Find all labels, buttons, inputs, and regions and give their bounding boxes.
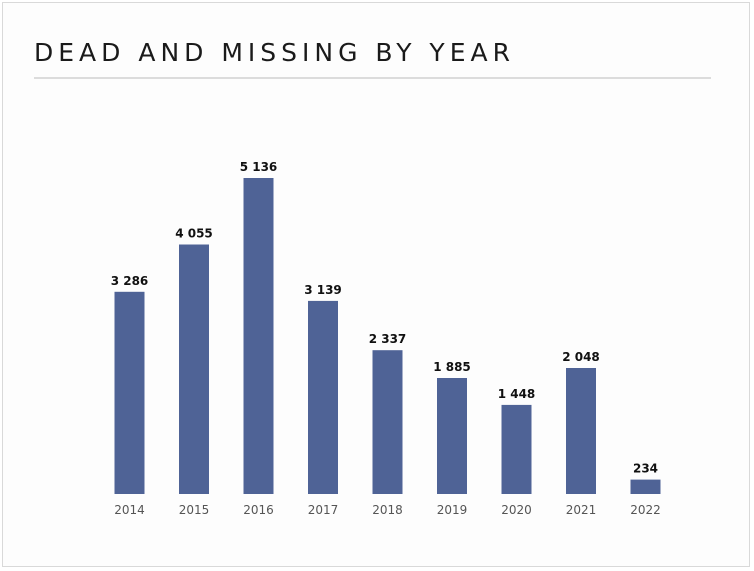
bar-2014 [114,291,145,494]
title-divider [34,77,711,79]
x-tick-2020: 2020 [501,503,532,517]
value-label-2022: 234 [633,462,658,476]
bar-2021 [566,368,596,494]
value-label-2020: 1 448 [498,387,536,401]
bar-2016 [243,178,274,494]
x-tick-2021: 2021 [566,503,597,517]
x-tick-2019: 2019 [437,503,468,517]
value-label-2021: 2 048 [562,350,600,364]
value-label-2015: 4 055 [175,227,213,241]
bar-2018 [372,350,403,494]
x-tick-2022: 2022 [630,503,661,517]
chart-title: DEAD AND MISSING BY YEAR [34,38,515,67]
x-tick-2016: 2016 [243,503,274,517]
x-tick-2014: 2014 [114,503,145,517]
x-tick-2018: 2018 [372,503,403,517]
bar-2017 [308,300,338,494]
x-tick-2015: 2015 [179,503,210,517]
bar-2022 [630,479,661,494]
bar-2015 [179,244,209,494]
bar-2020 [501,404,532,494]
value-label-2018: 2 337 [369,332,407,346]
value-label-2017: 3 139 [304,283,342,297]
value-label-2014: 3 286 [111,274,149,288]
x-tick-2017: 2017 [308,503,339,517]
value-label-2016: 5 136 [240,160,278,174]
bar-2019 [437,378,467,494]
value-label-2019: 1 885 [433,360,471,374]
